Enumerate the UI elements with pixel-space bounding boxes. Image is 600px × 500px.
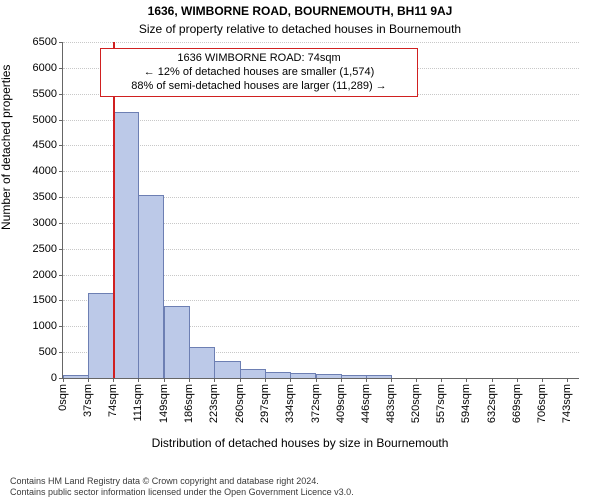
histogram-bar <box>265 372 291 378</box>
histogram-bar <box>113 112 139 378</box>
histogram-bar <box>189 347 215 378</box>
y-tick-mark <box>59 120 63 121</box>
y-tick-label: 1000 <box>33 320 57 332</box>
footer-line2: Contains public sector information licen… <box>10 487 354 498</box>
y-tick-label: 2500 <box>33 243 57 255</box>
histogram-bar <box>63 375 89 378</box>
x-tick-mark <box>138 378 139 382</box>
y-tick-label: 6500 <box>33 36 57 48</box>
x-tick-mark <box>88 378 89 382</box>
histogram-bar <box>240 369 266 378</box>
attribution-footer: Contains HM Land Registry data © Crown c… <box>10 476 354 499</box>
x-tick-label: 149sqm <box>158 384 170 423</box>
x-tick-label: 594sqm <box>460 384 472 423</box>
histogram-bar <box>341 375 367 378</box>
x-tick-mark <box>189 378 190 382</box>
x-tick-mark <box>316 378 317 382</box>
annotation-line1: 1636 WIMBORNE ROAD: 74sqm <box>107 52 411 66</box>
y-axis-label: Number of detached properties <box>0 65 13 230</box>
y-tick-mark <box>59 223 63 224</box>
x-tick-mark <box>391 378 392 382</box>
x-tick-label: 297sqm <box>259 384 271 423</box>
y-tick-label: 4500 <box>33 139 57 151</box>
x-tick-label: 520sqm <box>410 384 422 423</box>
histogram-bar <box>290 373 316 378</box>
x-tick-label: 0sqm <box>57 384 69 411</box>
x-tick-mark <box>265 378 266 382</box>
x-tick-label: 483sqm <box>385 384 397 423</box>
chart-title-address: 1636, WIMBORNE ROAD, BOURNEMOUTH, BH11 9… <box>0 4 600 18</box>
x-tick-mark <box>466 378 467 382</box>
histogram-bar <box>214 361 240 378</box>
gridline <box>63 120 579 121</box>
annotation-line2: ← 12% of detached houses are smaller (1,… <box>107 66 411 80</box>
y-tick-label: 5000 <box>33 114 57 126</box>
y-tick-label: 2000 <box>33 269 57 281</box>
y-tick-mark <box>59 197 63 198</box>
x-tick-mark <box>366 378 367 382</box>
histogram-bar <box>88 293 114 378</box>
x-tick-label: 111sqm <box>132 384 144 422</box>
y-tick-label: 0 <box>51 372 57 384</box>
histogram-bar <box>138 195 164 378</box>
x-tick-mark <box>416 378 417 382</box>
y-tick-mark <box>59 42 63 43</box>
x-tick-mark <box>542 378 543 382</box>
histogram-bar <box>316 374 342 378</box>
y-tick-mark <box>59 352 63 353</box>
x-tick-label: 186sqm <box>183 384 195 423</box>
y-tick-mark <box>59 68 63 69</box>
y-tick-label: 3500 <box>33 191 57 203</box>
x-tick-mark <box>567 378 568 382</box>
x-tick-label: 557sqm <box>435 384 447 423</box>
y-tick-mark <box>59 275 63 276</box>
x-tick-label: 409sqm <box>335 384 347 423</box>
x-tick-label: 669sqm <box>511 384 523 423</box>
gridline <box>63 171 579 172</box>
y-tick-mark <box>59 94 63 95</box>
x-tick-label: 334sqm <box>284 384 296 423</box>
x-tick-mark <box>214 378 215 382</box>
annotation-line3: 88% of semi-detached houses are larger (… <box>107 80 411 94</box>
x-tick-mark <box>341 378 342 382</box>
histogram-bar <box>366 375 392 378</box>
y-tick-mark <box>59 145 63 146</box>
x-tick-label: 37sqm <box>82 384 94 417</box>
x-tick-mark <box>113 378 114 382</box>
y-tick-label: 500 <box>39 346 57 358</box>
x-tick-mark <box>441 378 442 382</box>
x-tick-label: 446sqm <box>360 384 372 423</box>
x-tick-label: 632sqm <box>486 384 498 423</box>
gridline <box>63 145 579 146</box>
x-tick-mark <box>492 378 493 382</box>
x-tick-mark <box>63 378 64 382</box>
x-tick-mark <box>240 378 241 382</box>
x-tick-label: 260sqm <box>234 384 246 423</box>
y-tick-label: 5500 <box>33 88 57 100</box>
property-annotation: 1636 WIMBORNE ROAD: 74sqm ← 12% of detac… <box>100 48 418 97</box>
y-tick-label: 6000 <box>33 62 57 74</box>
y-tick-label: 4000 <box>33 165 57 177</box>
x-tick-mark <box>517 378 518 382</box>
x-tick-label: 743sqm <box>561 384 573 423</box>
x-tick-label: 74sqm <box>107 384 119 417</box>
y-tick-mark <box>59 326 63 327</box>
gridline <box>63 42 579 43</box>
chart-subtitle: Size of property relative to detached ho… <box>0 22 600 36</box>
y-tick-mark <box>59 300 63 301</box>
y-tick-mark <box>59 249 63 250</box>
y-tick-mark <box>59 171 63 172</box>
histogram-bar <box>164 306 190 378</box>
x-tick-label: 223sqm <box>208 384 220 423</box>
y-tick-label: 3000 <box>33 217 57 229</box>
y-tick-label: 1500 <box>33 294 57 306</box>
x-tick-mark <box>290 378 291 382</box>
x-axis-label: Distribution of detached houses by size … <box>0 436 600 450</box>
footer-line1: Contains HM Land Registry data © Crown c… <box>10 476 354 487</box>
x-tick-mark <box>164 378 165 382</box>
x-tick-label: 372sqm <box>310 384 322 423</box>
x-tick-label: 706sqm <box>536 384 548 423</box>
